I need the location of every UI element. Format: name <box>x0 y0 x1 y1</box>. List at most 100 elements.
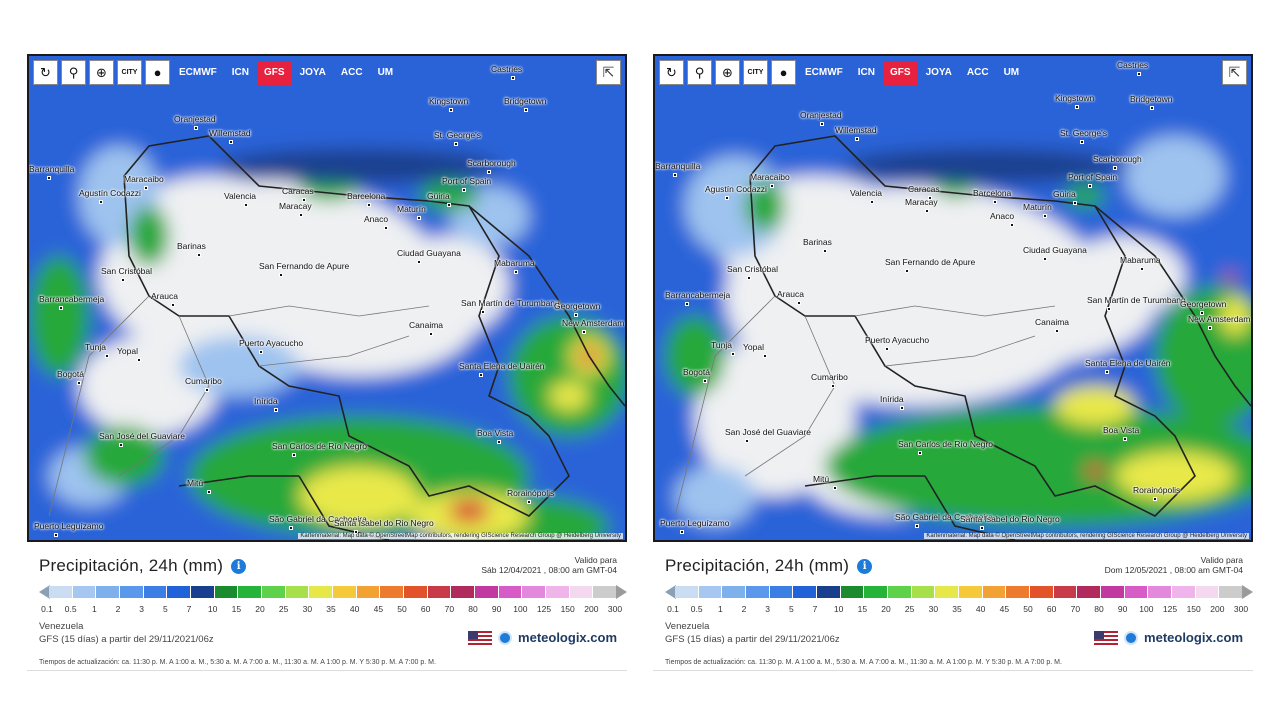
legend-tick-label: 150 <box>560 604 575 614</box>
model-tab-icn[interactable]: ICN <box>231 67 250 78</box>
city-label: Caracas <box>282 186 314 196</box>
legend-swatch <box>380 586 405 598</box>
city-marker <box>449 108 453 112</box>
city-marker <box>121 278 125 282</box>
moderate-precip <box>29 256 89 376</box>
city-label: Güiria <box>1053 189 1076 199</box>
legend-tick-label: 7 <box>186 604 192 614</box>
very-heavy-precip <box>1085 463 1105 479</box>
city-marker <box>105 354 109 358</box>
city-marker <box>1010 223 1014 227</box>
model-tab-acc[interactable]: ACC <box>966 67 989 78</box>
city-label: Maturín <box>1023 202 1052 212</box>
city-marker <box>279 273 283 277</box>
precip-map[interactable]: ↻ ⚲ ⊕ CITY ● ECMWF ICN GFS JOYA ACC UM ⇱ Castries Kin… <box>653 54 1253 542</box>
city-marker <box>119 443 123 447</box>
zoom-button[interactable]: ⊕ <box>89 60 114 85</box>
legend-swatch <box>793 586 818 598</box>
dot-button[interactable]: ● <box>771 60 796 85</box>
model-tab-ecmwf[interactable]: ECMWF <box>805 67 843 78</box>
share-button[interactable]: ⇱ <box>1222 60 1247 85</box>
legend-tick-label: 125 <box>1162 604 1178 614</box>
model-tab-gfs[interactable]: GFS <box>258 60 291 85</box>
model-tab-joya[interactable]: JOYA <box>925 67 952 78</box>
valid-label: Valido para <box>1200 555 1243 565</box>
us-flag-icon[interactable] <box>468 630 493 645</box>
reload-button[interactable]: ↻ <box>33 60 58 85</box>
dot-icon: ● <box>779 65 788 80</box>
model-tab-um[interactable]: UM <box>1003 67 1020 78</box>
brand[interactable]: meteologix.com <box>468 630 617 645</box>
city-marker <box>823 249 827 253</box>
model-tab-ecmwf[interactable]: ECMWF <box>179 67 217 78</box>
city-marker <box>1123 437 1127 441</box>
city-label: Mitú <box>187 478 204 488</box>
zoom-button[interactable]: ⊕ <box>715 60 740 85</box>
city-label: New Amsterdam <box>1188 314 1251 324</box>
city-label: Santa Elena de Uairén <box>459 361 545 371</box>
city-label: San Martín de Turumbang <box>461 298 560 308</box>
city-label: Valencia <box>850 188 882 198</box>
city-marker <box>915 524 919 528</box>
city-label: Yopal <box>117 346 138 356</box>
valid-date: Dom 12/05/2021 , 08:00 am GMT-04 <box>1104 565 1243 575</box>
legend-swatch <box>722 586 747 598</box>
legend-tick-label: 70 <box>444 604 455 614</box>
city-marker <box>302 198 306 202</box>
city-label: San Carlos de Río Negro <box>272 441 367 451</box>
city-marker <box>855 137 859 141</box>
light-precip <box>1125 136 1225 216</box>
city-marker <box>514 270 518 274</box>
city-marker <box>993 200 997 204</box>
city-label: San Martín de Turumbang <box>1087 295 1186 305</box>
reload-icon: ↻ <box>40 64 51 80</box>
legend-tick-label: 5 <box>788 604 794 614</box>
city-button[interactable]: CITY <box>743 60 768 85</box>
city-marker <box>229 140 233 144</box>
us-flag-icon[interactable] <box>1094 630 1119 645</box>
legend-tick-label: 25 <box>278 604 289 614</box>
city-label: Maturín <box>397 204 426 214</box>
city-label: San Carlos de Río Negro <box>898 439 993 449</box>
legend-tick-label: 150 <box>1186 604 1201 614</box>
city-button[interactable]: CITY <box>117 60 142 85</box>
city-marker <box>1200 311 1204 315</box>
legend-tick-label: 100 <box>513 604 528 614</box>
city-label: Inírida <box>254 396 278 406</box>
city-marker <box>763 354 767 358</box>
city-marker <box>481 310 485 314</box>
city-label: Maracaibo <box>750 172 790 182</box>
city-marker <box>454 142 458 146</box>
meteologix-logo-icon <box>1124 630 1139 645</box>
city-marker <box>900 406 904 410</box>
precip-field <box>655 56 1251 540</box>
city-marker <box>197 253 201 257</box>
legend-arrow-right <box>1242 585 1253 599</box>
dot-button[interactable]: ● <box>145 60 170 85</box>
legend-swatch <box>1124 586 1149 598</box>
info-icon[interactable]: i <box>231 558 247 574</box>
model-tab-gfs[interactable]: GFS <box>884 60 917 85</box>
city-label: Port of Spain <box>1068 172 1118 182</box>
legend-tick-label: 0.5 <box>690 604 703 614</box>
city-label: New Amsterdam <box>562 318 625 328</box>
legend-tick-label: 60 <box>420 604 431 614</box>
city-label: Barcelona <box>347 191 386 201</box>
city-label: Santa Elena de Uairén <box>1085 358 1171 368</box>
precip-map[interactable]: ↻ ⚲ ⊕ CITY ● ECMWF ICN GFS JOYA ACC UM ⇱ Castries Kin… <box>27 54 627 542</box>
info-icon[interactable]: i <box>857 558 873 574</box>
brand[interactable]: meteologix.com <box>1094 630 1243 645</box>
legend-swatch <box>1101 586 1125 598</box>
model-tab-icn[interactable]: ICN <box>857 67 876 78</box>
city-label: Maracaibo <box>124 174 164 184</box>
legend-tick-label: 300 <box>607 604 623 614</box>
share-button[interactable]: ⇱ <box>596 60 621 85</box>
legend-swatch <box>593 586 618 598</box>
model-tab-um[interactable]: UM <box>377 67 394 78</box>
model-tab-acc[interactable]: ACC <box>340 67 363 78</box>
reload-button[interactable]: ↻ <box>659 60 684 85</box>
legend-tick-label: 7 <box>812 604 818 614</box>
model-tab-joya[interactable]: JOYA <box>299 67 326 78</box>
location-button[interactable]: ⚲ <box>687 60 712 85</box>
location-button[interactable]: ⚲ <box>61 60 86 85</box>
